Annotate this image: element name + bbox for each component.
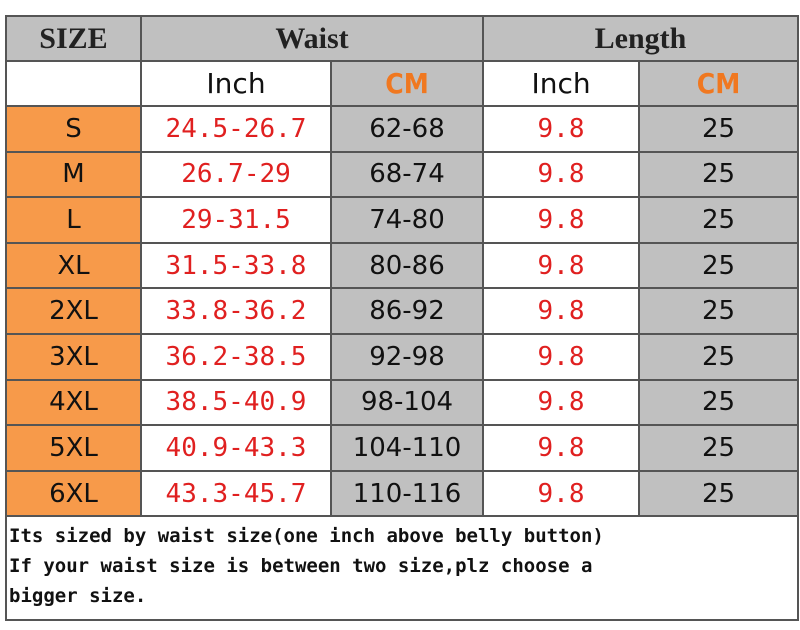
table-cell: 2XL — [5, 287, 142, 335]
size-row: 3XL 36.2-38.5 92-98 9.8 25 — [5, 332, 800, 381]
table-cell: 25 — [638, 332, 800, 381]
table-cell: 4XL — [5, 378, 142, 427]
size-row: M 26.7-29 68-74 9.8 25 — [5, 150, 800, 199]
note-row: Its sized by waist size(one inch above b… — [4, 515, 800, 622]
table-cell: 9.8 — [482, 469, 641, 518]
table-cell: XL — [5, 241, 142, 290]
table-cell: 62-68 — [329, 105, 485, 153]
table-cell: L — [5, 196, 142, 244]
table-cell: 5XL — [5, 424, 142, 472]
table-cell: 26.7-29 — [140, 150, 332, 199]
size-row: S 24.5-26.7 62-68 9.8 25 — [5, 105, 800, 153]
table-cell: 33.8-36.2 — [140, 287, 332, 335]
table-cell: 43.3-45.7 — [140, 469, 332, 518]
table-cell: 38.5-40.9 — [140, 378, 332, 427]
table-cell: 9.8 — [482, 287, 641, 335]
size-row: XL 31.5-33.8 80-86 9.8 25 — [5, 241, 800, 290]
table-cell: 25 — [638, 105, 800, 153]
table-cell: 25 — [638, 287, 800, 335]
note: Its sized by waist size(one inch above b… — [4, 515, 800, 622]
table-cell: 36.2-38.5 — [140, 332, 332, 381]
subheader-row: Inch CM Inch CM — [5, 60, 800, 107]
table-cell: 98-104 — [329, 378, 485, 427]
table-cell: 9.8 — [482, 150, 641, 199]
blank-cell — [5, 60, 142, 107]
header-row: SIZE Waist Length — [5, 15, 800, 62]
note-line: If your waist size is between two size,p… — [9, 555, 593, 578]
table-cell: 9.8 — [482, 105, 641, 153]
table-cell: 25 — [638, 150, 800, 199]
table-cell: 25 — [638, 241, 800, 290]
size-header: SIZE — [5, 15, 142, 62]
note-line: bigger size. — [9, 585, 147, 608]
note-line: Its sized by waist size(one inch above b… — [9, 525, 604, 548]
size-chart: SIZE Waist Length Inch CM Inch CM S 24.5-… — [4, 15, 800, 622]
table-cell: 29-31.5 — [140, 196, 332, 244]
table-cell: 6XL — [5, 469, 142, 518]
table-cell: 104-110 — [329, 424, 485, 472]
unit-header: Inch — [140, 60, 332, 107]
waist-header: Waist — [139, 15, 485, 62]
table-cell: 9.8 — [482, 241, 641, 290]
unit-header: CM — [638, 60, 800, 107]
table-cell: 24.5-26.7 — [140, 105, 332, 153]
table-cell: 80-86 — [329, 241, 485, 290]
table-cell: 25 — [638, 378, 800, 427]
size-row: 5XL 40.9-43.3 104-110 9.8 25 — [5, 424, 800, 472]
table-cell: 9.8 — [482, 378, 641, 427]
table-cell: 3XL — [5, 332, 142, 381]
length-header: Length — [482, 15, 800, 62]
unit-header: Inch — [482, 60, 641, 107]
unit-header: CM — [329, 60, 485, 107]
table-cell: 31.5-33.8 — [140, 241, 332, 290]
size-row: L 29-31.5 74-80 9.8 25 — [5, 196, 800, 244]
table-cell: 110-116 — [329, 469, 485, 518]
table-cell: 74-80 — [329, 196, 485, 244]
table-cell: 9.8 — [482, 196, 641, 244]
table-cell: 40.9-43.3 — [140, 424, 332, 472]
size-row: 2XL 33.8-36.2 86-92 9.8 25 — [5, 287, 800, 335]
table-cell: 86-92 — [329, 287, 485, 335]
table-cell: 92-98 — [329, 332, 485, 381]
table-cell: 9.8 — [482, 332, 641, 381]
size-row: 4XL 38.5-40.9 98-104 9.8 25 — [5, 378, 800, 427]
table-cell: M — [5, 150, 142, 199]
table-cell: 25 — [638, 469, 800, 518]
table-cell: 25 — [638, 196, 800, 244]
table-cell: 9.8 — [482, 424, 641, 472]
table-cell: 68-74 — [329, 150, 485, 199]
size-row: 6XL 43.3-45.7 110-116 9.8 25 — [5, 469, 800, 518]
size-table: SIZE Waist Length Inch CM Inch CM S 24.5-… — [4, 15, 800, 622]
table-cell: 25 — [638, 424, 800, 472]
table-cell: S — [5, 105, 142, 153]
